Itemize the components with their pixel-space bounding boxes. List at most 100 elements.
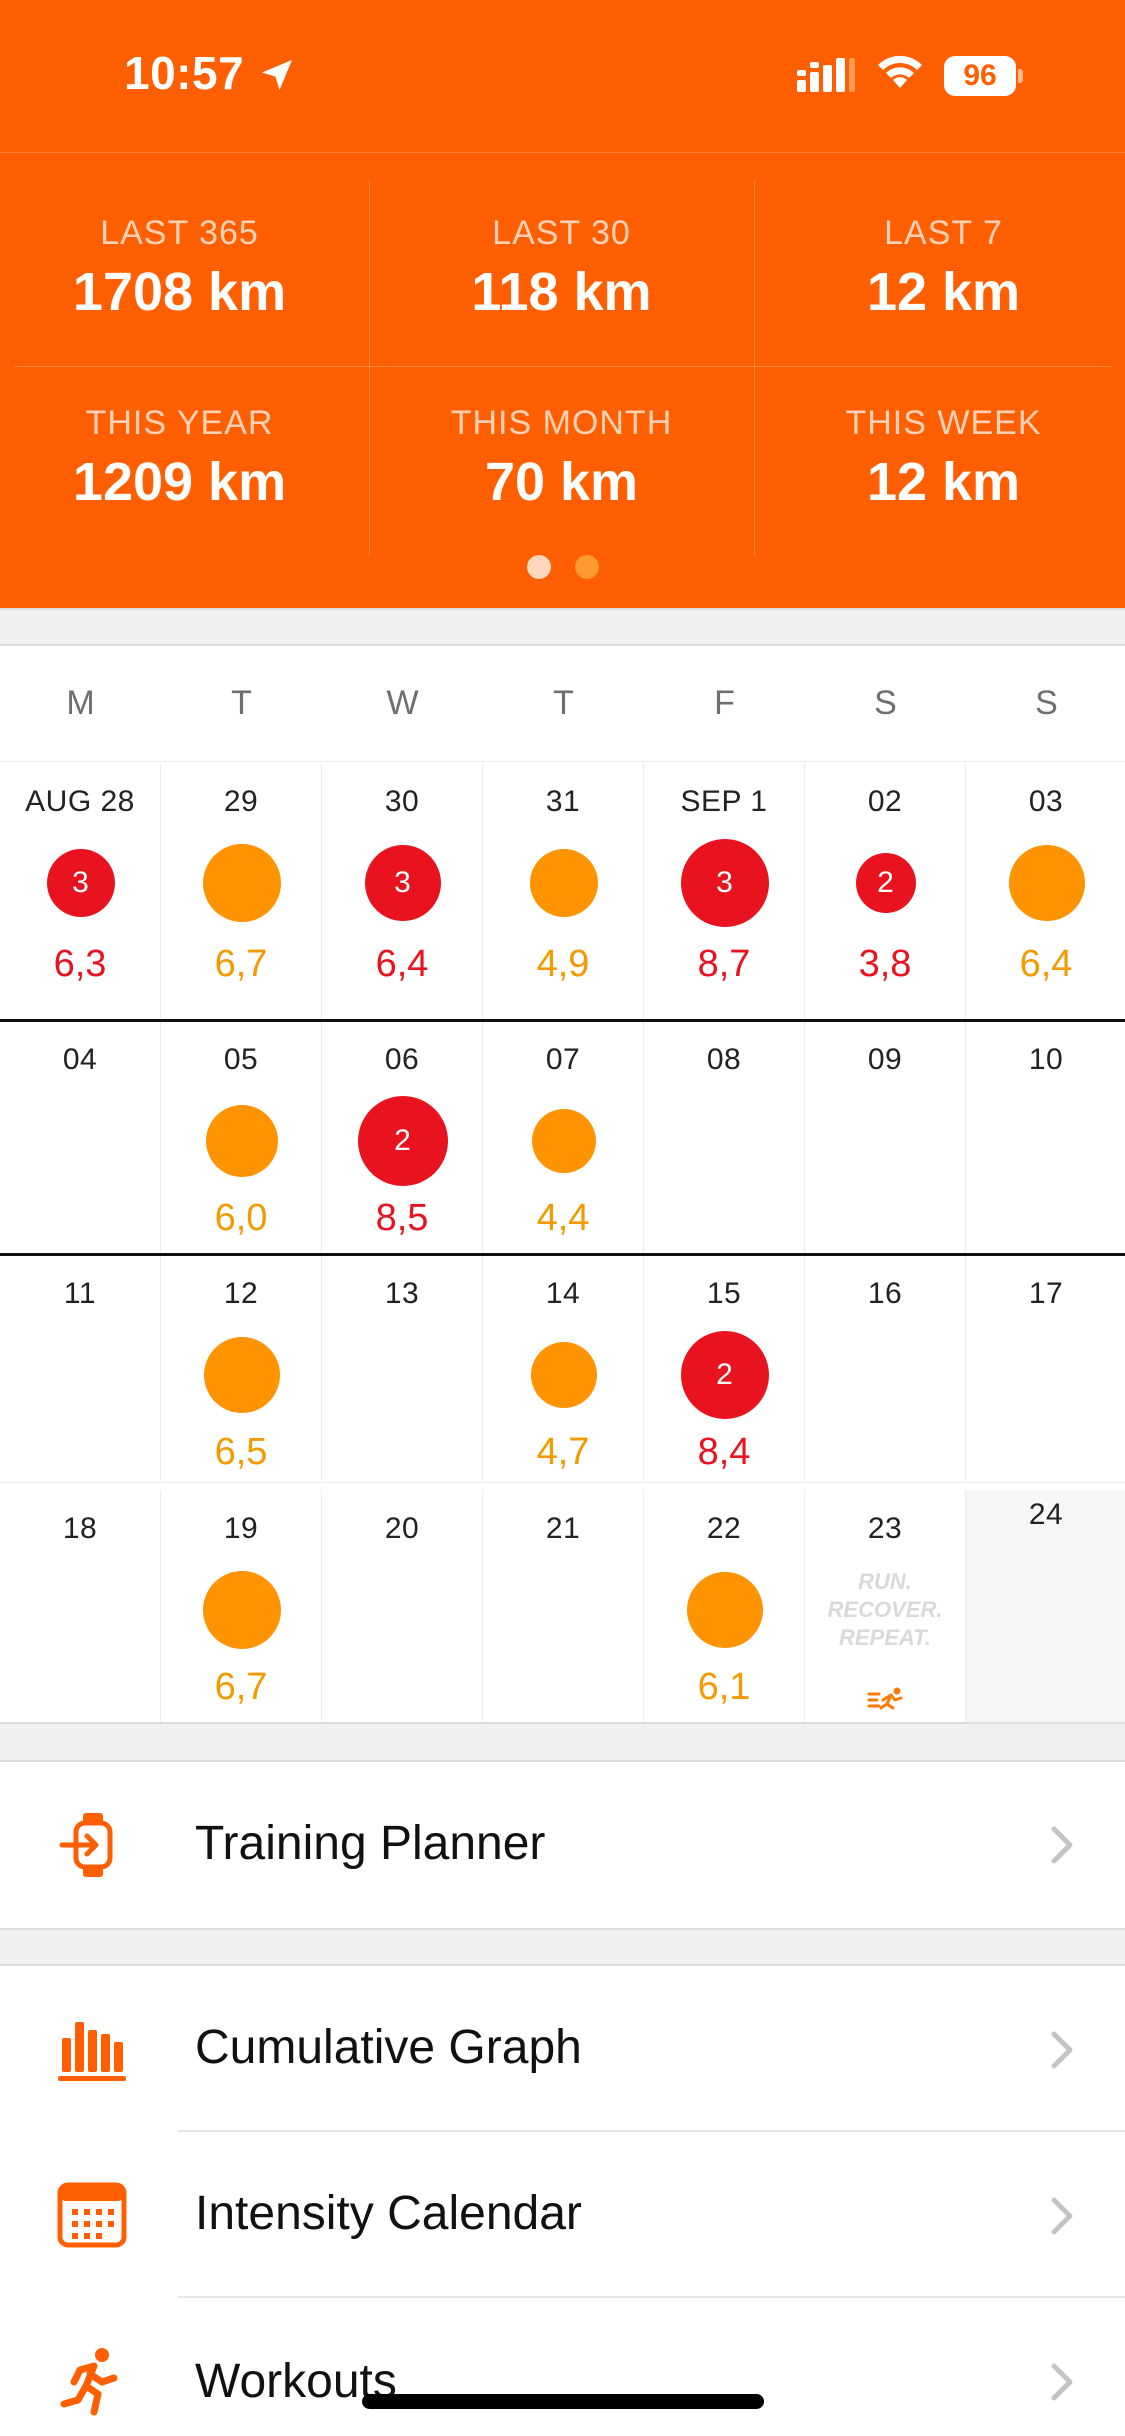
day-date: 09 (867, 1043, 903, 1076)
stat-value: 12 km (866, 262, 1021, 322)
calendar-day[interactable]: 16 (805, 1255, 966, 1481)
calendar-day[interactable]: 07 4,4 (483, 1021, 644, 1253)
day-date: 11 (63, 1277, 97, 1310)
stat-value: 70 km (484, 452, 639, 512)
stat-value: 118 km (471, 262, 652, 322)
section-separator (0, 1722, 1125, 1762)
day-distance: 6,7 (214, 943, 268, 985)
calendar-day[interactable]: 05 6,0 (161, 1021, 322, 1253)
calendar-day[interactable]: 12 6,5 (161, 1255, 322, 1481)
chevron-right-icon (1051, 2363, 1073, 2401)
intensity-calendar-label: Intensity Calendar (195, 2187, 582, 2240)
calendar-day[interactable]: 02 2 3,8 (805, 763, 966, 1019)
intensity-bubble (203, 1337, 280, 1413)
stat-this-year[interactable]: THIS YEAR 1209 km (0, 404, 367, 513)
day-date: SEP 1 (680, 785, 768, 818)
calendar-week-row: AUG 28 3 6,3 29 6,7 30 3 6,4 31 4,9 SEP 1 3 8,7 02 2 3,… (0, 763, 1125, 1019)
intensity-bubble-high: 2 (357, 1096, 448, 1186)
calendar-day[interactable]: 13 (322, 1255, 483, 1481)
calendar-day[interactable]: 09 (805, 1021, 966, 1253)
page-dot-1[interactable] (527, 555, 551, 579)
page-dot-2[interactable] (575, 555, 599, 579)
day-date: 17 (1028, 1277, 1064, 1310)
calendar-day[interactable]: 30 3 6,4 (322, 763, 483, 1019)
day-date: 31 (545, 785, 581, 818)
calendar-day[interactable]: 11 (0, 1255, 161, 1481)
weekday-sun: S (1035, 684, 1058, 722)
day-distance: 6,5 (214, 1431, 268, 1473)
stat-label: THIS MONTH (450, 404, 673, 442)
calendar-day[interactable]: 22 6,1 (644, 1490, 805, 1722)
calendar-day[interactable]: 20 (322, 1490, 483, 1722)
calendar-day[interactable]: 18 (0, 1490, 161, 1722)
calendar-day[interactable]: 23 RUN. RECOVER. REPEAT. (805, 1490, 966, 1722)
weekday-thu: T (553, 684, 574, 722)
weekday-fri: F (714, 684, 735, 722)
intensity-bubble (202, 844, 281, 922)
day-date: 14 (545, 1277, 581, 1310)
intensity-bubble-high: 3 (680, 839, 769, 927)
workouts-row[interactable]: Workouts (0, 2298, 1125, 2436)
page-indicator[interactable] (0, 555, 1125, 579)
calendar-day[interactable]: 29 6,7 (161, 763, 322, 1019)
day-date: 24 (1028, 1498, 1064, 1531)
day-distance: 6,4 (1019, 943, 1073, 985)
intensity-bubble (202, 1571, 281, 1649)
day-date: 13 (384, 1277, 420, 1310)
intensity-calendar-row[interactable]: Intensity Calendar (0, 2132, 1125, 2298)
intensity-bubble (529, 849, 598, 917)
calendar-day[interactable]: 19 6,7 (161, 1490, 322, 1722)
stat-last-7[interactable]: LAST 7 12 km (756, 214, 1125, 323)
calendar-day[interactable]: 31 4,9 (483, 763, 644, 1019)
weekday-tue: T (231, 684, 252, 722)
day-date: 10 (1028, 1043, 1064, 1076)
calendar-day[interactable]: 04 (0, 1021, 161, 1253)
stat-this-week[interactable]: THIS WEEK 12 km (756, 404, 1125, 513)
stat-this-month[interactable]: THIS MONTH 70 km (374, 404, 749, 513)
workout-count: 2 (716, 1358, 733, 1391)
battery-nub (1018, 69, 1023, 83)
calendar-day[interactable]: AUG 28 3 6,3 (0, 763, 161, 1019)
stat-last-365[interactable]: LAST 365 1708 km (0, 214, 367, 323)
day-date: 07 (545, 1043, 581, 1076)
day-date: 21 (545, 1512, 581, 1545)
calendar-week-row: 04 05 6,0 06 2 8,5 07 4,4 08 09 10 (0, 1021, 1125, 1253)
calendar-day[interactable]: SEP 1 3 8,7 (644, 763, 805, 1019)
calendar-day[interactable]: 08 (644, 1021, 805, 1253)
summary-header: 10:57 96 LAST 365 1708 km LAST 3 (0, 0, 1125, 608)
calendar-divider (0, 761, 1125, 762)
home-indicator[interactable] (362, 2394, 764, 2409)
cellular-signal-icon (797, 58, 855, 92)
stat-label: LAST 365 (100, 214, 259, 252)
training-planner-row[interactable]: Training Planner (0, 1762, 1125, 1928)
calendar-day[interactable]: 03 6,4 (966, 763, 1125, 1019)
calendar-week-row: 18 19 6,7 20 21 22 6,1 23 RUN. RECOVER. REPEAT. 2… (0, 1490, 1125, 1722)
calendar-day[interactable]: 17 (966, 1255, 1125, 1481)
calendar-day[interactable]: 14 4,7 (483, 1255, 644, 1481)
workout-count: 3 (394, 866, 411, 899)
day-distance: 6,1 (697, 1666, 751, 1708)
calendar-day[interactable]: 06 2 8,5 (322, 1021, 483, 1253)
calendar-day-today[interactable]: 24 (966, 1490, 1125, 1722)
runner-icon (60, 2348, 118, 2416)
day-distance: 6,4 (375, 943, 429, 985)
list-divider (178, 2296, 1125, 2298)
day-distance: 3,8 (858, 943, 912, 985)
calendar-day[interactable]: 21 (483, 1490, 644, 1722)
day-date: 16 (867, 1277, 903, 1310)
list-divider (178, 2130, 1125, 2132)
intensity-bubble-high: 2 (680, 1331, 769, 1419)
calendar-day[interactable]: 15 2 8,4 (644, 1255, 805, 1481)
calendar-day[interactable]: 10 (966, 1021, 1125, 1253)
cumulative-graph-row[interactable]: Cumulative Graph (0, 1966, 1125, 2132)
calendar-icon (57, 2182, 127, 2248)
workout-count: 2 (394, 1124, 411, 1157)
stat-last-30[interactable]: LAST 30 118 km (374, 214, 749, 323)
header-divider (14, 366, 1111, 367)
status-time: 10:57 (124, 47, 245, 99)
intensity-bubble (686, 1572, 763, 1648)
day-distance: 8,4 (697, 1431, 751, 1473)
day-date: 15 (706, 1277, 742, 1310)
day-distance: 4,4 (536, 1197, 590, 1239)
intensity-bubble (531, 1109, 596, 1173)
